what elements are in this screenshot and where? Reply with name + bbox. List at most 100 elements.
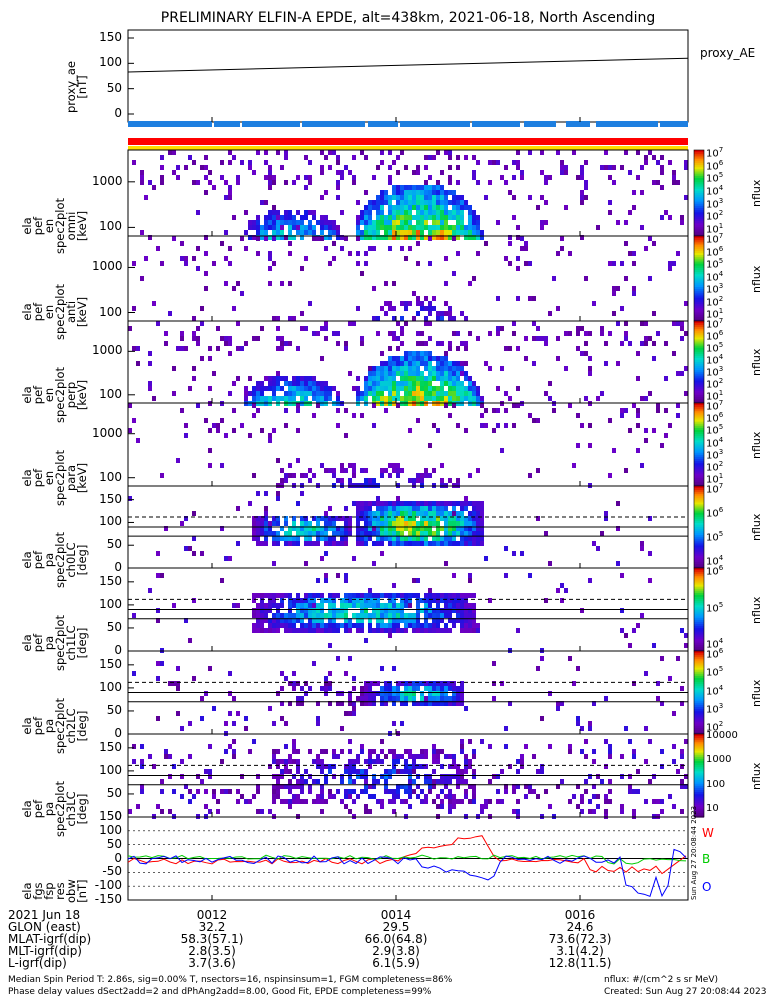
spectrogram-cell xyxy=(516,386,520,391)
status-bar-blue xyxy=(128,121,212,127)
pa-cell xyxy=(360,536,364,541)
pa-cell xyxy=(328,701,332,706)
pa-cell xyxy=(472,501,476,506)
colorbar-cell xyxy=(694,634,704,638)
spectrogram-cell xyxy=(460,230,464,235)
pa-cell xyxy=(388,536,392,541)
spectrogram-cell xyxy=(288,251,292,256)
spectrogram-cell xyxy=(356,220,360,225)
pa-cell xyxy=(400,628,404,633)
spectrogram-cell xyxy=(196,210,200,215)
pa-cell xyxy=(360,526,364,531)
fgs-series-O xyxy=(127,848,687,898)
spectrogram-cell xyxy=(516,165,520,170)
ytick-label: -150 xyxy=(94,892,122,906)
spectrogram-cell xyxy=(508,396,512,401)
pa-cell xyxy=(320,809,324,814)
spectrogram-cell xyxy=(436,386,440,391)
ylabel-line: [deg] xyxy=(75,544,89,576)
spectrogram-cell xyxy=(416,195,420,200)
ytick-label: 0 xyxy=(114,106,122,120)
spectrogram-cell xyxy=(428,190,432,195)
pa-cell xyxy=(312,613,316,618)
spectrogram-cell xyxy=(452,386,456,391)
spectrogram-cell xyxy=(644,341,648,346)
colorbar-cell xyxy=(694,533,704,536)
spectrogram-cell xyxy=(176,165,180,170)
spectrogram-cell xyxy=(664,408,668,413)
pa-cell xyxy=(472,531,476,536)
pa-cell xyxy=(360,691,364,696)
spectrogram-cell xyxy=(356,391,360,396)
pa-cell xyxy=(444,521,448,526)
pa-cell xyxy=(424,526,428,531)
pa-cell xyxy=(416,701,420,706)
pa-cell xyxy=(368,501,372,506)
spectrogram-cell xyxy=(512,423,516,428)
colorbar-cell xyxy=(694,398,704,402)
ytick-label: 100 xyxy=(99,469,122,484)
spectrogram-cell xyxy=(300,386,304,391)
spectrogram-cell xyxy=(404,165,408,170)
pa-cell xyxy=(156,676,160,681)
pa-cell xyxy=(464,531,468,536)
pa-cell xyxy=(396,511,400,516)
spectrogram-cell xyxy=(296,225,300,230)
pa-cell xyxy=(420,531,424,536)
pa-cell xyxy=(356,541,360,546)
spectrogram-cell xyxy=(392,468,396,473)
spectrogram-cell xyxy=(424,356,428,361)
pa-cell xyxy=(348,696,352,701)
pa-cell xyxy=(372,541,376,546)
pa-cell xyxy=(416,764,420,769)
pa-cell xyxy=(348,656,352,661)
pa-cell xyxy=(468,623,472,628)
pa-cell xyxy=(328,608,332,613)
pa-cell xyxy=(660,799,664,804)
colorbar-cell xyxy=(694,394,704,398)
pa-cell xyxy=(464,593,468,598)
pa-cell xyxy=(276,496,280,501)
pa-cell xyxy=(276,521,280,526)
spectrogram-cell xyxy=(416,215,420,220)
pa-cell xyxy=(684,784,688,789)
spectrogram-cell xyxy=(368,210,372,215)
pa-cell xyxy=(416,774,420,779)
pa-cell xyxy=(336,623,340,628)
spectrogram-cell xyxy=(360,396,364,401)
pa-cell xyxy=(284,764,288,769)
colorbar-tick: 103 xyxy=(706,282,724,296)
colorbar-cell xyxy=(694,425,704,429)
spectrogram-cell xyxy=(404,306,408,311)
pa-cell xyxy=(384,774,388,779)
pa-cell xyxy=(252,536,256,541)
colorbar-cell xyxy=(694,267,704,271)
pa-cell xyxy=(396,501,400,506)
spectrogram-cell xyxy=(248,225,252,230)
pa-cell xyxy=(352,764,356,769)
pa-cell xyxy=(380,686,384,691)
pa-cell xyxy=(520,754,524,759)
colorbar-cell xyxy=(694,767,704,770)
pa-cell xyxy=(424,774,428,779)
spectrogram-cell xyxy=(440,478,444,483)
pa-cell xyxy=(376,759,380,764)
spectrogram-cell xyxy=(324,336,328,341)
spectrogram-cell xyxy=(444,256,448,261)
colorbar-tick: 107 xyxy=(706,232,724,246)
spectrogram-cell xyxy=(384,195,388,200)
pa-cell xyxy=(344,711,348,716)
spectrogram-cell xyxy=(476,215,480,220)
spectrogram-cell xyxy=(260,230,264,235)
pa-cell xyxy=(228,556,232,561)
pa-cell xyxy=(384,593,388,598)
pa-cell xyxy=(392,754,396,759)
pa-cell xyxy=(288,804,292,809)
pa-cell xyxy=(412,593,416,598)
pa-cell xyxy=(376,516,380,521)
pa-cell xyxy=(324,531,328,536)
colorbar-cell xyxy=(694,331,704,334)
pa-cell xyxy=(156,573,160,578)
pa-cell xyxy=(256,623,260,628)
pa-cell xyxy=(428,774,432,779)
